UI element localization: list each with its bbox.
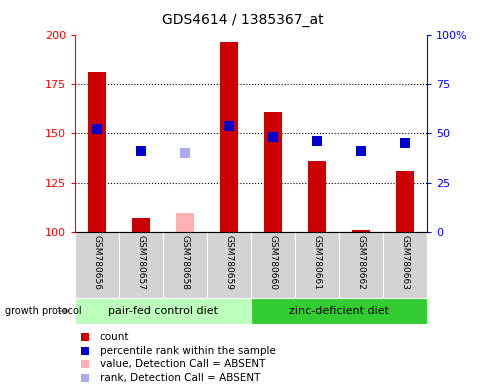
Point: [81, 375, 89, 381]
Bar: [163, 232, 207, 298]
Point: [400, 140, 408, 146]
Bar: [220, 43, 237, 232]
Point: [81, 334, 89, 340]
Bar: [294, 232, 338, 298]
Point: [93, 126, 101, 132]
Text: growth protocol: growth protocol: [5, 306, 81, 316]
Point: [181, 150, 189, 156]
Bar: [176, 213, 194, 232]
Bar: [264, 112, 281, 232]
Bar: [88, 72, 106, 232]
Text: value, Detection Call = ABSENT: value, Detection Call = ABSENT: [99, 359, 264, 369]
Text: GSM780659: GSM780659: [224, 235, 233, 290]
Bar: [382, 232, 426, 298]
Text: percentile rank within the sample: percentile rank within the sample: [99, 346, 275, 356]
Bar: [251, 298, 426, 324]
Bar: [251, 232, 294, 298]
Point: [81, 361, 89, 367]
Text: GSM780662: GSM780662: [356, 235, 364, 290]
Bar: [351, 230, 369, 232]
Point: [269, 134, 276, 141]
Bar: [119, 232, 163, 298]
Text: GSM780660: GSM780660: [268, 235, 277, 290]
Text: rank, Detection Call = ABSENT: rank, Detection Call = ABSENT: [99, 373, 259, 383]
Text: GDS4614 / 1385367_at: GDS4614 / 1385367_at: [161, 13, 323, 27]
Point: [356, 148, 364, 154]
Text: GSM780658: GSM780658: [180, 235, 189, 290]
Bar: [307, 161, 325, 232]
Bar: [338, 232, 382, 298]
Bar: [395, 171, 413, 232]
Text: zinc-deficient diet: zinc-deficient diet: [288, 306, 388, 316]
Text: pair-fed control diet: pair-fed control diet: [108, 306, 218, 316]
Point: [312, 138, 320, 144]
Point: [81, 348, 89, 354]
Text: GSM780663: GSM780663: [399, 235, 408, 290]
Bar: [132, 218, 150, 232]
Bar: [75, 232, 119, 298]
Text: GSM780656: GSM780656: [92, 235, 102, 290]
Bar: [207, 232, 251, 298]
Point: [137, 148, 145, 154]
Text: GSM780661: GSM780661: [312, 235, 321, 290]
Text: count: count: [99, 332, 129, 342]
Bar: [75, 298, 251, 324]
Text: GSM780657: GSM780657: [136, 235, 145, 290]
Point: [225, 122, 232, 129]
